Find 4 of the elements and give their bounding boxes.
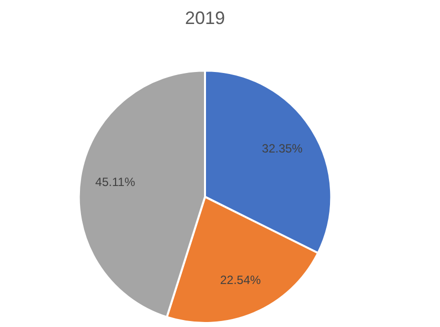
data-label: 45.11% bbox=[95, 175, 136, 190]
chart-title: 2019 bbox=[184, 8, 226, 28]
data-label: 32.35% bbox=[262, 141, 303, 156]
data-label: 22.54% bbox=[220, 272, 262, 287]
